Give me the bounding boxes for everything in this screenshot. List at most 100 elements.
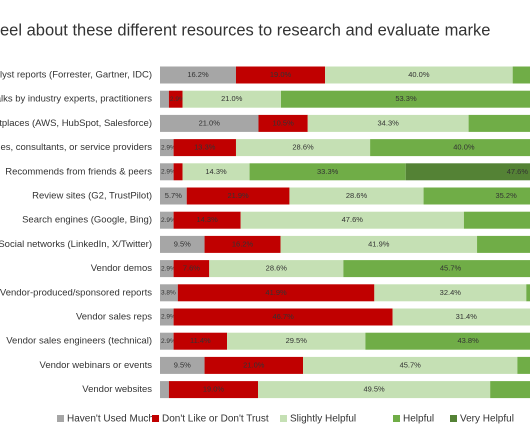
value-label: 28.6% <box>346 191 368 200</box>
bar-segment <box>173 308 393 326</box>
category-label: etplaces (AWS, HubSpot, Salesforce) <box>0 118 152 129</box>
bar-segment <box>281 90 530 108</box>
bar-segment <box>204 235 281 253</box>
value-label: 40.0% <box>408 70 430 79</box>
value-label: 41.9% <box>368 239 390 248</box>
legend-swatch <box>280 415 287 422</box>
legend-swatch <box>393 415 400 422</box>
value-label: 2.9% <box>161 144 176 151</box>
value-label: 11.4% <box>190 336 211 345</box>
value-label: 45.7% <box>400 360 422 369</box>
bar-segment <box>173 163 183 181</box>
category-label: Vendor sales reps <box>76 312 152 323</box>
value-label: 53.3% <box>395 94 417 103</box>
bar-segment <box>173 139 236 157</box>
bar-segment <box>365 332 530 350</box>
category-label: Search engines (Google, Bing) <box>22 215 152 226</box>
bar-segment <box>160 114 259 132</box>
bar-segment <box>160 332 174 350</box>
value-label: 9.5% <box>174 239 191 248</box>
bar-segment <box>289 187 424 205</box>
value-label: 19.0% <box>270 70 292 79</box>
legend-swatch <box>450 415 457 422</box>
value-label: 35.2% <box>495 191 517 200</box>
bar-segment <box>240 211 464 229</box>
bar-segment <box>160 381 169 399</box>
chart-title: eel about these different resources to r… <box>0 21 490 39</box>
bar-segment <box>392 308 530 326</box>
bar-segment <box>182 90 282 108</box>
value-label: 45.7% <box>440 264 462 273</box>
value-label: 13.3% <box>194 143 216 152</box>
value-label: 21.9% <box>227 191 249 200</box>
bar-segment <box>258 114 308 132</box>
value-label: 49.5% <box>363 385 385 394</box>
bar-segment <box>160 90 169 108</box>
value-label: 29.5% <box>286 336 308 345</box>
bar-segment <box>343 260 530 278</box>
bar-segment <box>477 235 530 253</box>
value-label: 21.0% <box>221 94 243 103</box>
bar-segment <box>182 163 250 181</box>
category-label: Review sites (G2, TrustPilot) <box>32 191 152 202</box>
bar-segment <box>258 381 491 399</box>
value-label: 41.9% <box>265 288 287 297</box>
category-label: Vendor-produced/sponsored reports <box>0 287 152 298</box>
value-label: 33.3% <box>317 167 339 176</box>
value-label: 32.4% <box>440 288 462 297</box>
bar-segment <box>405 163 530 181</box>
bar-segment <box>160 235 205 253</box>
bar-segment <box>204 356 304 374</box>
value-label: 14.3% <box>205 167 227 176</box>
category-label: ies, consultants, or service providers <box>0 142 152 153</box>
bar-segment <box>168 90 183 108</box>
value-label: 2.9% <box>170 96 185 103</box>
bar-segment <box>160 260 174 278</box>
value-label: 28.6% <box>292 143 314 152</box>
value-label: 16.2% <box>187 70 209 79</box>
bar-segment <box>235 66 326 84</box>
bar-segment <box>235 139 371 157</box>
bar-segment <box>160 356 205 374</box>
category-label: alks by industry experts, practitioners <box>0 94 152 105</box>
bar-segment <box>173 332 228 350</box>
value-label: 2.9% <box>161 314 176 321</box>
value-label: 28.6% <box>266 264 288 273</box>
legend-swatch <box>57 415 64 422</box>
category-label: Social networks (LinkedIn, X/Twitter) <box>0 239 152 250</box>
bar-segment <box>307 114 469 132</box>
bar-segment <box>517 356 530 374</box>
bar-segment <box>227 332 366 350</box>
bar-segment <box>423 187 530 205</box>
category-label: alyst reports (Forrester, Gartner, IDC) <box>0 70 152 81</box>
bar-segment <box>186 187 290 205</box>
bar-segment <box>168 381 259 399</box>
value-label: 47.6% <box>507 167 529 176</box>
value-label: 9.5% <box>174 360 191 369</box>
value-label: 31.4% <box>456 312 478 321</box>
bar-segment <box>160 163 174 181</box>
category-label: Vendor sales engineers (technical) <box>6 336 152 347</box>
legend-label: Slightly Helpful <box>290 414 356 425</box>
legend-label: Haven't Used Much <box>67 414 154 425</box>
bar-segment <box>526 284 530 302</box>
category-label: Recommends from friends & peers <box>5 166 152 177</box>
legend-label: Helpful <box>403 414 434 425</box>
bar-segment <box>512 66 530 84</box>
bar-segment <box>374 284 527 302</box>
value-label: 10.5% <box>272 118 294 127</box>
bar-segment <box>463 211 530 229</box>
bar-segment <box>173 211 241 229</box>
bar-segment <box>370 139 530 157</box>
bar-segment <box>303 356 518 374</box>
value-label: 21.0% <box>199 118 221 127</box>
value-label: 21.0% <box>243 360 265 369</box>
value-label: 2.9% <box>161 265 176 272</box>
value-label: 19.0% <box>203 385 225 394</box>
value-label: 47.6% <box>342 215 364 224</box>
value-label: 46.7% <box>272 312 294 321</box>
bar-segment <box>490 381 530 399</box>
bar-segment <box>160 66 236 84</box>
bar-segment <box>160 284 178 302</box>
